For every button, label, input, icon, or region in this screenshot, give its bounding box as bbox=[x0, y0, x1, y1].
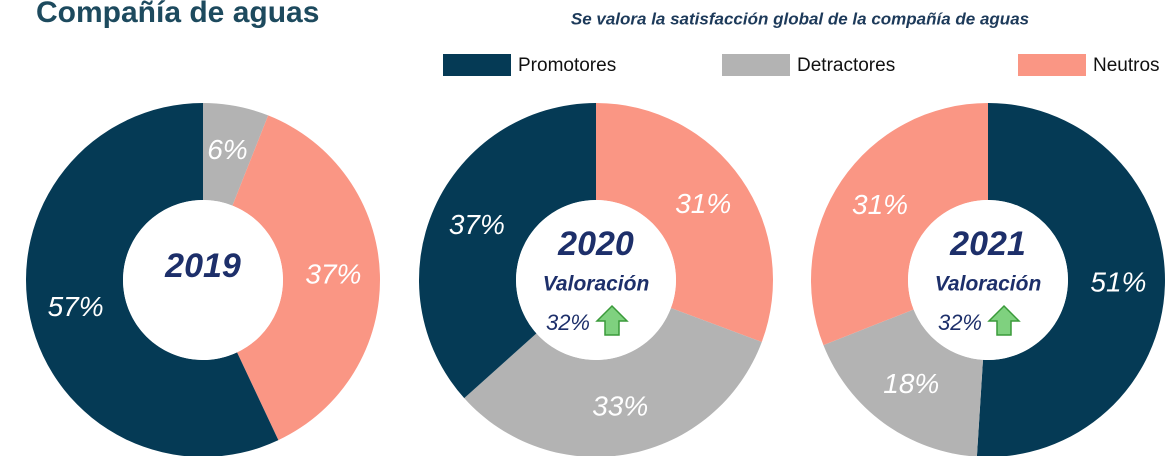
donut-segment bbox=[203, 103, 269, 206]
donut-segment bbox=[419, 102, 596, 399]
data-label: 31% bbox=[852, 189, 908, 220]
data-label: 37% bbox=[449, 209, 505, 240]
donut-segment bbox=[811, 103, 988, 346]
data-label: 33% bbox=[592, 391, 648, 422]
center-year: 2020 bbox=[557, 225, 634, 263]
center-score: 32% bbox=[546, 310, 590, 335]
center-year: 2019 bbox=[164, 247, 241, 285]
donut-hole bbox=[516, 200, 676, 360]
data-label: 37% bbox=[305, 258, 361, 289]
legend-swatch bbox=[1018, 54, 1086, 76]
donut-segment bbox=[464, 308, 762, 456]
data-label: 6% bbox=[207, 134, 247, 165]
center-label: Valoración bbox=[543, 273, 650, 296]
donut-segment bbox=[26, 103, 279, 456]
legend-label: Detractores bbox=[797, 55, 895, 76]
donut-hole bbox=[908, 200, 1068, 360]
data-label: 57% bbox=[48, 291, 104, 322]
center-score: 32% bbox=[938, 310, 982, 335]
donut-hole bbox=[123, 200, 283, 360]
data-label: 31% bbox=[675, 188, 731, 219]
up-arrow bbox=[595, 304, 629, 336]
data-label: 51% bbox=[1090, 266, 1146, 297]
legend-swatch bbox=[443, 54, 511, 76]
up-arrow bbox=[987, 304, 1021, 336]
center-label: Valoración bbox=[935, 273, 1042, 296]
donut-segment bbox=[976, 103, 1165, 456]
donut-segment bbox=[596, 103, 774, 342]
center-year: 2021 bbox=[949, 225, 1026, 263]
subtitle: Se valora la satisfacción global de la c… bbox=[571, 9, 1029, 28]
page-title: Compañía de aguas bbox=[36, 0, 319, 29]
legend-swatch bbox=[722, 54, 790, 76]
legend-label: Promotores bbox=[518, 55, 616, 76]
data-label: 18% bbox=[883, 368, 939, 399]
donut-segment bbox=[823, 309, 983, 456]
donut-segment bbox=[232, 115, 380, 441]
legend-label: Neutros bbox=[1093, 55, 1160, 76]
